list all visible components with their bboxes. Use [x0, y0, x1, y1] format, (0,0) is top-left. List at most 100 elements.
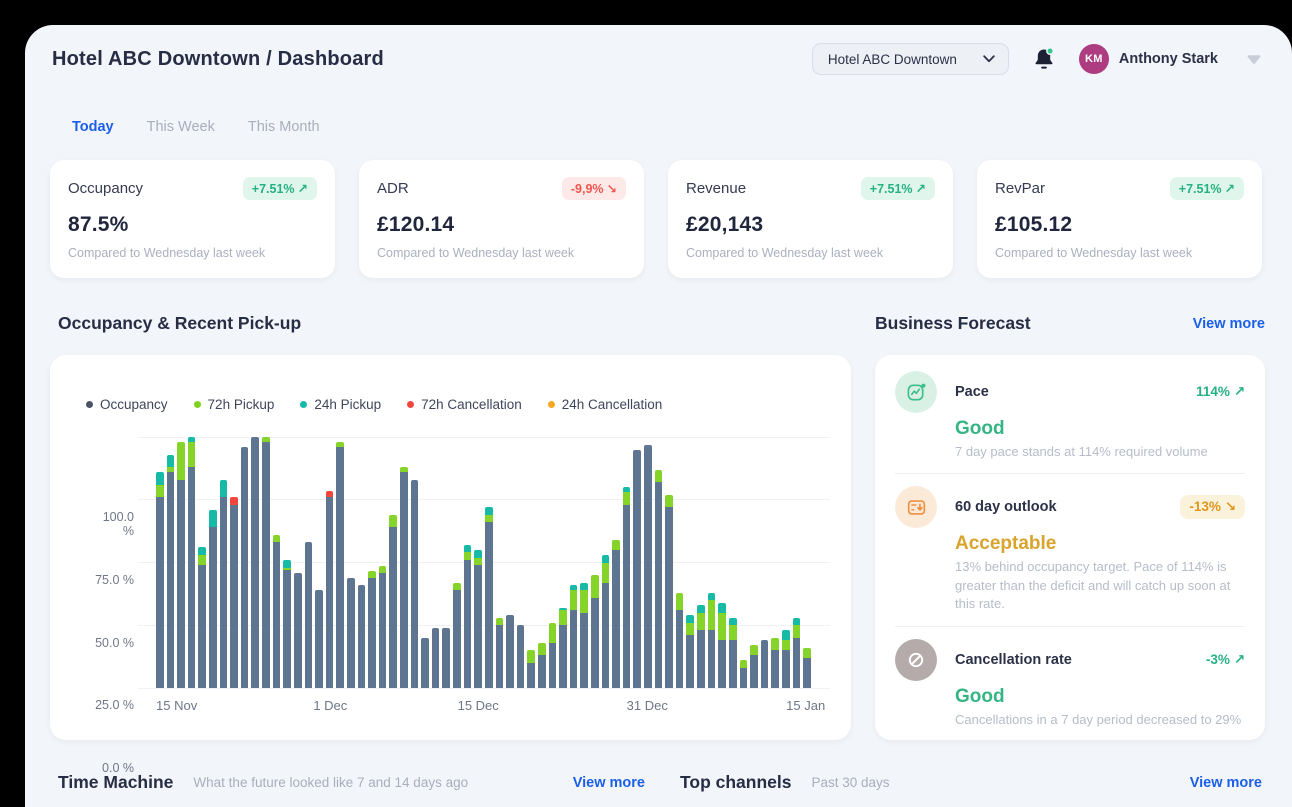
avatar: KM [1078, 44, 1109, 74]
bottom-view-more-link[interactable]: View more [1189, 774, 1262, 791]
y-tick-label: 25.0 % [95, 698, 134, 713]
business-forecast-card: Pace 114% ↗ Good 7 day pace stands at 114% … [875, 355, 1265, 740]
forecast-section-title: Business Forecast [875, 313, 1031, 333]
y-tick-label: 50.0 % [95, 635, 134, 650]
kpi-label: ADR [377, 180, 409, 197]
forecast-item-delta: -3% ↗ [1205, 651, 1245, 667]
bottom-section-time-machine: Time Machine What the future looked like … [50, 772, 645, 793]
trend-down-icon: ↘ [606, 182, 617, 196]
x-tick-label: 31 Dec [626, 698, 668, 713]
legend-dot-icon [407, 401, 415, 408]
legend-label: 72h Pickup [207, 397, 275, 412]
kpi-row: Occupancy +7.51% ↗ 87.5% Compared to Wednesd… [50, 160, 1262, 278]
gridline-75 [138, 499, 830, 501]
gridline-0 [138, 687, 830, 689]
page-title: Hotel ABC Downtown / Dashboard [52, 47, 384, 70]
forecast-item-pace: Pace 114% ↗ Good 7 day pace stands at 114% … [895, 369, 1245, 463]
section-heads: Occupancy & Recent Pick-up Business Fore… [50, 313, 1265, 334]
kpi-value: £20,143 [686, 213, 764, 236]
kpi-value: £105.12 [995, 213, 1073, 236]
divider [895, 625, 1245, 627]
user-menu[interactable]: KM Anthony Stark [1078, 44, 1262, 74]
legend-label: 24h Pickup [314, 397, 382, 412]
x-tick-label: 15 Jan [786, 698, 826, 713]
bell-icon [1035, 46, 1054, 69]
tab-today[interactable]: Today [72, 119, 114, 135]
forecast-item-label: Pace [955, 384, 989, 400]
pace-icon [895, 371, 937, 413]
kpi-note: Compared to Wednesday last week [377, 246, 575, 260]
legend-item-24h-cancellation[interactable]: 24h Cancellation [547, 397, 662, 412]
tab-this-month[interactable]: This Month [247, 119, 320, 135]
trend-up-icon: ↗ [1233, 651, 1245, 667]
forecast-item-60-day-outlook: 60 day outlook -13% ↘ Acceptable 13% behind… [895, 484, 1245, 615]
kpi-delta-badge: +7.51% ↗ [242, 177, 317, 200]
notification-dot [1045, 46, 1054, 55]
chevron-down-icon [983, 55, 995, 63]
bottom-section-subtitle: Past 30 days [811, 775, 890, 790]
kpi-card-revenue: Revenue +7.51% ↗ £20,143 Compared to Wednesd… [668, 160, 953, 278]
occupancy-chart-card: Occupancy 72h Pickup 24h Pickup 72h Cancell… [50, 355, 851, 775]
kpi-note: Compared to Wednesday last week [995, 246, 1193, 260]
trend-up-icon: ↗ [1224, 182, 1235, 196]
legend-item-72h-pickup[interactable]: 72h Pickup [193, 397, 275, 412]
forecast-section-head: Business Forecast View more [875, 313, 1265, 334]
forecast-item-status: Good [955, 418, 1005, 439]
gridline-25 [138, 624, 830, 626]
app-page: Hotel ABC Downtown / Dashboard Hotel ABC… [25, 25, 1292, 807]
chart-legend: Occupancy 72h Pickup 24h Pickup 72h Cancell… [86, 397, 662, 412]
user-name: Anthony Stark [1118, 51, 1218, 67]
kpi-value: £120.14 [377, 213, 455, 236]
trend-up-icon: ↗ [297, 182, 308, 196]
kpi-label: Revenue [686, 180, 747, 197]
kpi-delta-badge: -9,9% ↘ [561, 177, 626, 200]
forecast-item-cancellation-rate: Cancellation rate -3% ↗ Good Cancellations … [895, 637, 1245, 731]
hotel-selector-dropdown[interactable]: Hotel ABC Downtown [811, 43, 1009, 75]
y-tick-label: 0.0 % [102, 761, 134, 775]
forecast-item-delta: 114% ↗ [1196, 384, 1245, 399]
user-caret-down-icon [1247, 54, 1261, 64]
kpi-card-top: ADR -9,9% ↘ [377, 177, 626, 200]
kpi-card-occupancy: Occupancy +7.51% ↗ 87.5% Compared to Wednesd… [50, 160, 335, 278]
bottom-section-title: Time Machine [58, 772, 174, 792]
bottom-section-heads: Time Machine What the future looked like … [50, 772, 1262, 793]
forecast-item-status: Good [955, 685, 1005, 707]
forecast-view-more-link[interactable]: View more [1192, 315, 1265, 332]
legend-item-occupancy[interactable]: Occupancy [86, 397, 168, 412]
bottom-view-more-link[interactable]: View more [572, 774, 645, 791]
forecast-item-description: 7 day pace stands at 114% required volum… [955, 444, 1208, 459]
main-row: Occupancy 72h Pickup 24h Pickup 72h Cancell… [50, 355, 1265, 775]
notification-bell-button[interactable] [1031, 46, 1057, 72]
kpi-card-top: Occupancy +7.51% ↗ [68, 177, 317, 200]
kpi-card-revpar: RevPar +7.51% ↗ £105.12 Compared to Wednesda… [977, 160, 1262, 278]
period-tabs: Today This Week This Month [72, 119, 320, 135]
top-bar: Hotel ABC Downtown / Dashboard Hotel ABC… [52, 41, 1262, 77]
y-tick-label: 75.0 % [95, 572, 134, 587]
bottom-section-subtitle: What the future looked like 7 and 14 day… [193, 775, 469, 790]
kpi-card-top: Revenue +7.51% ↗ [686, 177, 935, 200]
legend-item-24h-pickup[interactable]: 24h Pickup [300, 397, 381, 412]
trend-down-icon: ↘ [1224, 499, 1236, 515]
kpi-value: 87.5% [68, 213, 129, 236]
gridline-50 [138, 562, 830, 563]
forecast-item-description: Cancellations in a 7 day period decrease… [955, 711, 1242, 727]
trend-up-icon: ↗ [1233, 384, 1245, 399]
forecast-item-header: Pace 114% ↗ [895, 371, 1245, 413]
legend-label: 72h Cancellation [421, 397, 522, 412]
legend-dot-icon [300, 401, 308, 408]
tab-this-week[interactable]: This Week [146, 119, 215, 135]
chart-plot: 100.0% 75.0 % 50.0 % 25.0 % 0.0 % [50, 436, 851, 775]
kpi-delta-badge: +7.51% ↗ [1169, 177, 1244, 200]
kpi-label: RevPar [995, 180, 1046, 197]
chart-section-title: Occupancy & Recent Pick-up [58, 313, 302, 333]
x-tick-label: 15 Dec [457, 698, 499, 713]
chart-x-axis: 15 Nov 1 Dec 15 Dec 31 Dec 15 Jan [156, 698, 825, 716]
legend-item-72h-cancellation[interactable]: 72h Cancellation [407, 397, 522, 412]
kpi-note: Compared to Wednesday last week [686, 246, 884, 260]
x-tick-label: 1 Dec [313, 698, 348, 713]
kpi-card-top: RevPar +7.51% ↗ [995, 177, 1244, 200]
top-bar-right: Hotel ABC Downtown KM Anthony Stark [811, 43, 1262, 75]
bottom-section-title: Top channels [680, 772, 792, 792]
legend-label: Occupancy [100, 397, 168, 412]
kpi-note: Compared to Wednesday last week [68, 246, 266, 260]
